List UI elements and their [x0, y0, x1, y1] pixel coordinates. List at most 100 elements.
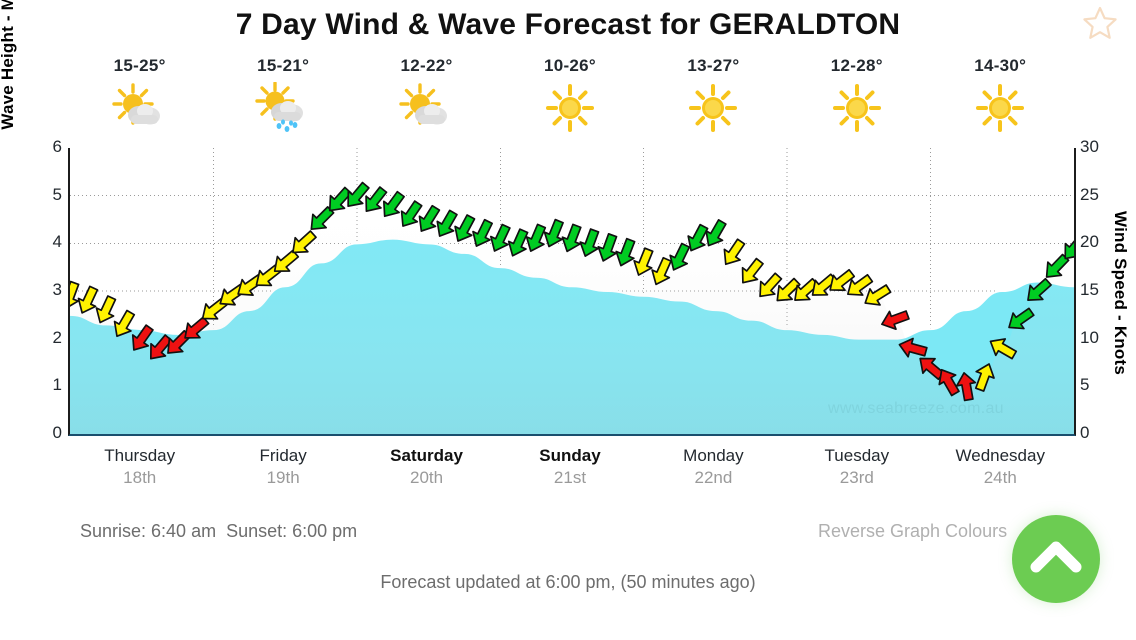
- temperature-range: 15-25°: [113, 56, 166, 75]
- wind-arrow: [881, 310, 910, 331]
- wind-arrow: [864, 284, 892, 306]
- axis-tick-label: 4: [52, 232, 62, 252]
- chart-canvas: [70, 148, 1074, 434]
- wind-arrow: [382, 190, 405, 218]
- day-header: 12-28°: [785, 56, 928, 144]
- wind-arrow: [776, 277, 801, 302]
- reverse-graph-colours-link[interactable]: Reverse Graph Colours: [818, 521, 1008, 541]
- sun-behind-cloud-icon: [396, 82, 458, 132]
- axis-tick-label: 30: [1080, 137, 1099, 156]
- temperature-range: 15-21°: [257, 56, 310, 75]
- wind-arrow: [472, 218, 493, 247]
- day-header-strip: 15-25°: [68, 56, 1072, 144]
- day-header: 15-21°: [211, 56, 354, 144]
- day-name: Friday: [259, 446, 307, 465]
- wind-arrow: [418, 204, 441, 232]
- wind-arrow: [938, 368, 960, 397]
- wind-arrow: [95, 295, 117, 324]
- wind-arrow: [454, 214, 476, 242]
- day-date: 18th: [123, 468, 157, 487]
- wind-arrow: [400, 200, 423, 227]
- page-title: 7 Day Wind & Wave Forecast for GERALDTON: [235, 8, 901, 41]
- day-date: 21st: [553, 468, 587, 487]
- day-header: 14-30°: [929, 56, 1072, 144]
- day-name: Tuesday: [824, 446, 890, 465]
- day-label: Friday 19th: [211, 446, 354, 494]
- sun-icon: [969, 82, 1031, 132]
- day-name: Saturday: [390, 446, 463, 465]
- axis-tick-label: 3: [52, 280, 62, 299]
- wind-arrow: [955, 372, 977, 402]
- day-label: Wednesday 24th: [929, 446, 1072, 494]
- wind-arrow: [615, 237, 636, 267]
- day-label: Monday 22nd: [642, 446, 785, 494]
- axis-tick-label: 1: [52, 375, 62, 395]
- right-axis-title: Wind Speed - Knots: [1111, 211, 1130, 375]
- wind-arrow-group: [70, 181, 1074, 402]
- sunrise-sunset-text: Sunrise: 6:40 am Sunset: 6:00 pm: [80, 521, 358, 541]
- wind-shadow-band: [70, 195, 1074, 434]
- wind-arrow: [741, 257, 764, 284]
- axis-tick-label: 0: [1080, 423, 1090, 442]
- day-label: Sunday 21st: [498, 446, 641, 494]
- wind-arrow: [365, 186, 388, 212]
- sun-icon: [682, 82, 744, 132]
- day-date: 24th: [983, 468, 1017, 487]
- wind-arrow: [723, 238, 746, 266]
- day-header: 15-25°: [68, 56, 211, 144]
- wind-arrow: [687, 223, 709, 252]
- wind-arrow: [149, 334, 173, 360]
- wind-arrow: [579, 228, 600, 257]
- day-header: 13-27°: [642, 56, 785, 144]
- day-label: Tuesday 23rd: [785, 446, 928, 494]
- wind-arrow: [651, 256, 672, 286]
- day-label-strip: Thursday 18th Friday 19th Saturday 20th …: [68, 446, 1072, 494]
- wind-arrow: [669, 242, 691, 271]
- wind-arrow: [347, 181, 370, 207]
- wind-arrow: [1027, 277, 1052, 301]
- wind-arrow: [974, 363, 995, 392]
- forecast-chart[interactable]: [68, 148, 1076, 436]
- scroll-to-top-button[interactable]: [1012, 515, 1100, 603]
- day-date: 23rd: [839, 468, 874, 487]
- sun-icon: [539, 82, 601, 132]
- left-axis-title: Wave Height - Metres: [0, 0, 17, 130]
- day-name: Thursday: [104, 446, 176, 465]
- chevron-up-icon: [1030, 541, 1082, 573]
- wind-arrow: [1064, 234, 1074, 260]
- wind-arrow: [328, 186, 352, 212]
- wind-arrow: [633, 247, 654, 276]
- wind-arrow: [436, 209, 458, 237]
- wind-arrow: [131, 324, 154, 351]
- day-header: 12-22°: [355, 56, 498, 144]
- axis-tick-label: 5: [52, 184, 62, 204]
- axis-tick-label: 0: [52, 423, 62, 442]
- temperature-range: 13-27°: [687, 56, 740, 75]
- wind-arrow: [70, 280, 80, 310]
- wind-arrow: [77, 285, 99, 314]
- star-outline-icon[interactable]: [1078, 2, 1122, 46]
- temperature-range: 10-26°: [543, 56, 597, 75]
- sun-icon: [826, 82, 888, 132]
- wind-arrow: [525, 223, 547, 253]
- day-name: Monday: [683, 446, 744, 465]
- wind-arrow: [273, 249, 300, 273]
- sun-behind-rain-cloud-icon: [252, 81, 314, 132]
- wind-arrow: [561, 223, 582, 253]
- day-name: Sunday: [539, 446, 601, 465]
- axis-tick-label: 15: [1080, 280, 1099, 299]
- day-date: 20th: [410, 468, 444, 487]
- wind-arrow: [507, 228, 529, 257]
- axis-tick-label: 5: [1080, 375, 1090, 395]
- wind-arrow: [597, 232, 618, 262]
- temperature-range: 12-22°: [400, 56, 453, 75]
- wind-arrow: [184, 316, 210, 339]
- wind-arrow: [847, 273, 874, 296]
- wind-arrow: [543, 218, 564, 248]
- forecast-updated-text: Forecast updated at 6:00 pm, (50 minutes…: [380, 572, 756, 592]
- wind-arrow: [759, 272, 783, 298]
- temperature-range: 12-28°: [830, 56, 883, 75]
- day-name: Wednesday: [955, 446, 1045, 465]
- axis-tick-label: 10: [1080, 327, 1099, 347]
- axis-tick-label: 25: [1080, 184, 1099, 204]
